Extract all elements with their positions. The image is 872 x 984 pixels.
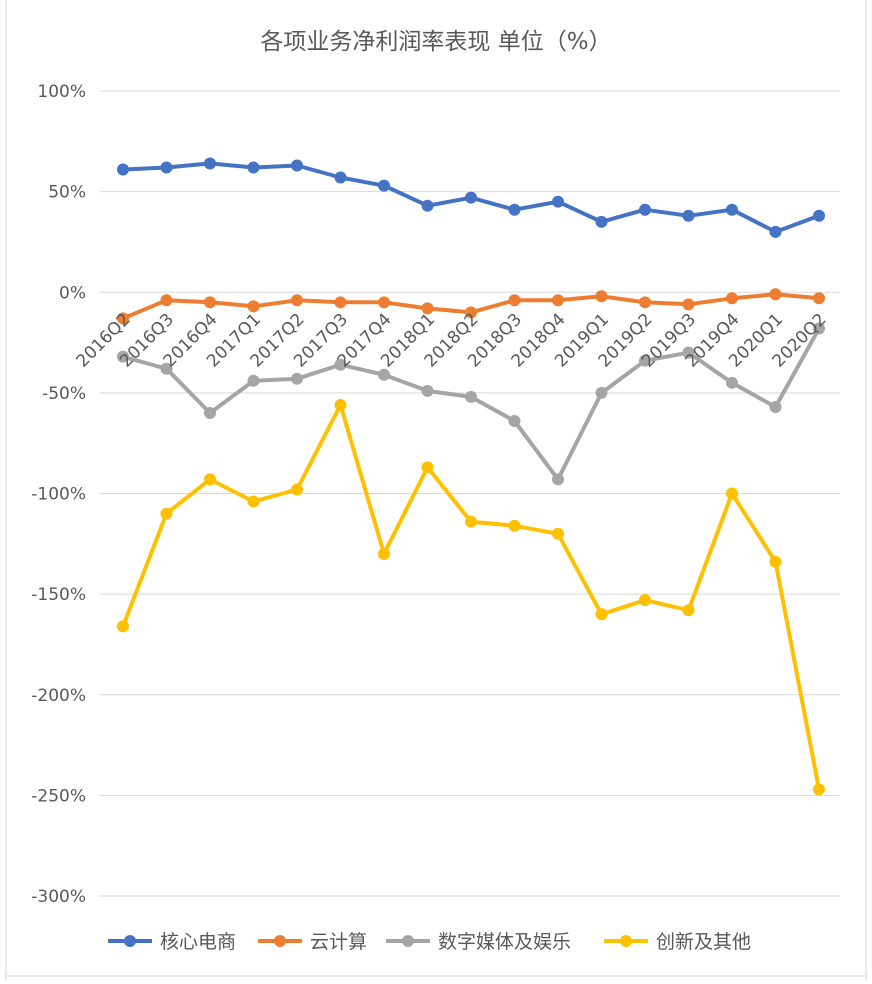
- legend-label: 云计算: [310, 931, 367, 953]
- data-point: [204, 157, 216, 170]
- data-point: [726, 376, 738, 389]
- data-point: [769, 288, 782, 301]
- data-point: [552, 527, 564, 540]
- data-point: [117, 163, 129, 176]
- data-point: [421, 302, 434, 315]
- data-point: [247, 300, 260, 313]
- data-point: [639, 203, 651, 216]
- y-tick-label: -100%: [31, 485, 86, 505]
- chart-title: 各项业务净利润率表现 单位（%）: [260, 29, 611, 55]
- data-point: [552, 473, 564, 486]
- data-point: [595, 290, 608, 303]
- data-point: [117, 312, 129, 325]
- data-point: [639, 296, 651, 309]
- data-point: [552, 195, 564, 208]
- x-axis-tick-labels: 2016Q22016Q32016Q42017Q12017Q22017Q32017…: [73, 310, 831, 372]
- data-point: [160, 507, 173, 520]
- data-point: [334, 296, 347, 309]
- data-point: [465, 191, 477, 204]
- y-tick-label: 100%: [37, 82, 86, 102]
- data-point: [813, 209, 825, 222]
- data-point: [378, 368, 390, 381]
- y-tick-label: -50%: [42, 384, 86, 404]
- y-tick-label: -150%: [31, 585, 86, 605]
- data-point: [769, 555, 782, 568]
- legend-swatch-marker: [620, 935, 632, 947]
- legend-label: 数字媒体及娱乐: [438, 931, 571, 953]
- data-point: [334, 398, 347, 411]
- y-tick-label: -250%: [31, 786, 86, 806]
- data-point: [160, 362, 173, 375]
- legend-swatch-marker: [274, 935, 286, 947]
- data-point: [204, 407, 216, 419]
- legend-swatch-marker: [124, 935, 136, 947]
- data-point: [334, 358, 347, 371]
- y-tick-label: -300%: [31, 887, 86, 907]
- data-point: [378, 179, 390, 192]
- legend-label: 创新及其他: [656, 931, 751, 953]
- data-point: [247, 495, 260, 508]
- data-point: [595, 386, 608, 399]
- data-point: [639, 354, 651, 367]
- y-axis-tick-labels: 100% 50% 0% -50% -100% -150% -200% -250% -300%: [31, 82, 86, 907]
- data-point: [378, 547, 390, 560]
- data-point: [769, 225, 782, 238]
- data-point: [726, 487, 738, 500]
- data-point: [769, 400, 782, 413]
- data-point: [291, 483, 303, 496]
- gridlines: [100, 90, 840, 897]
- data-point: [726, 292, 738, 305]
- data-point: [682, 604, 695, 617]
- data-point: [160, 294, 173, 307]
- data-point: [465, 306, 477, 319]
- data-point: [639, 594, 651, 607]
- data-point: [291, 159, 303, 172]
- data-point: [204, 473, 216, 486]
- legend-label: 核心电商: [160, 931, 236, 953]
- data-point: [813, 322, 825, 335]
- data-point: [595, 608, 608, 621]
- data-point: [508, 294, 521, 307]
- legend: 核心电商 云计算 数字媒体及娱乐 创新及其他: [108, 931, 751, 953]
- data-point: [247, 374, 260, 387]
- data-point: [508, 415, 521, 428]
- data-point: [204, 296, 216, 309]
- data-point: [813, 783, 825, 796]
- data-point: [291, 294, 303, 307]
- data-point: [726, 203, 738, 216]
- data-point: [160, 161, 173, 174]
- series-line: [121, 402, 821, 792]
- data-point: [682, 298, 695, 311]
- data-point: [465, 515, 477, 528]
- data-point: [595, 215, 608, 228]
- legend-swatch-marker: [402, 935, 414, 947]
- data-point: [508, 203, 521, 216]
- data-point: [334, 171, 347, 184]
- y-tick-label: 0%: [59, 283, 86, 303]
- data-point: [508, 519, 521, 532]
- data-point: [682, 346, 695, 359]
- data-point: [465, 390, 477, 403]
- y-tick-label: 50%: [48, 183, 86, 203]
- series-group: [117, 157, 825, 796]
- data-point: [421, 461, 434, 474]
- data-point: [117, 620, 129, 633]
- data-point: [421, 199, 434, 212]
- data-point: [421, 384, 434, 397]
- data-point: [813, 292, 825, 305]
- y-tick-label: -200%: [31, 686, 86, 706]
- data-point: [378, 296, 390, 309]
- data-point: [117, 350, 129, 363]
- data-point: [552, 294, 564, 307]
- data-point: [291, 372, 303, 385]
- data-point: [682, 209, 695, 222]
- data-point: [247, 161, 260, 174]
